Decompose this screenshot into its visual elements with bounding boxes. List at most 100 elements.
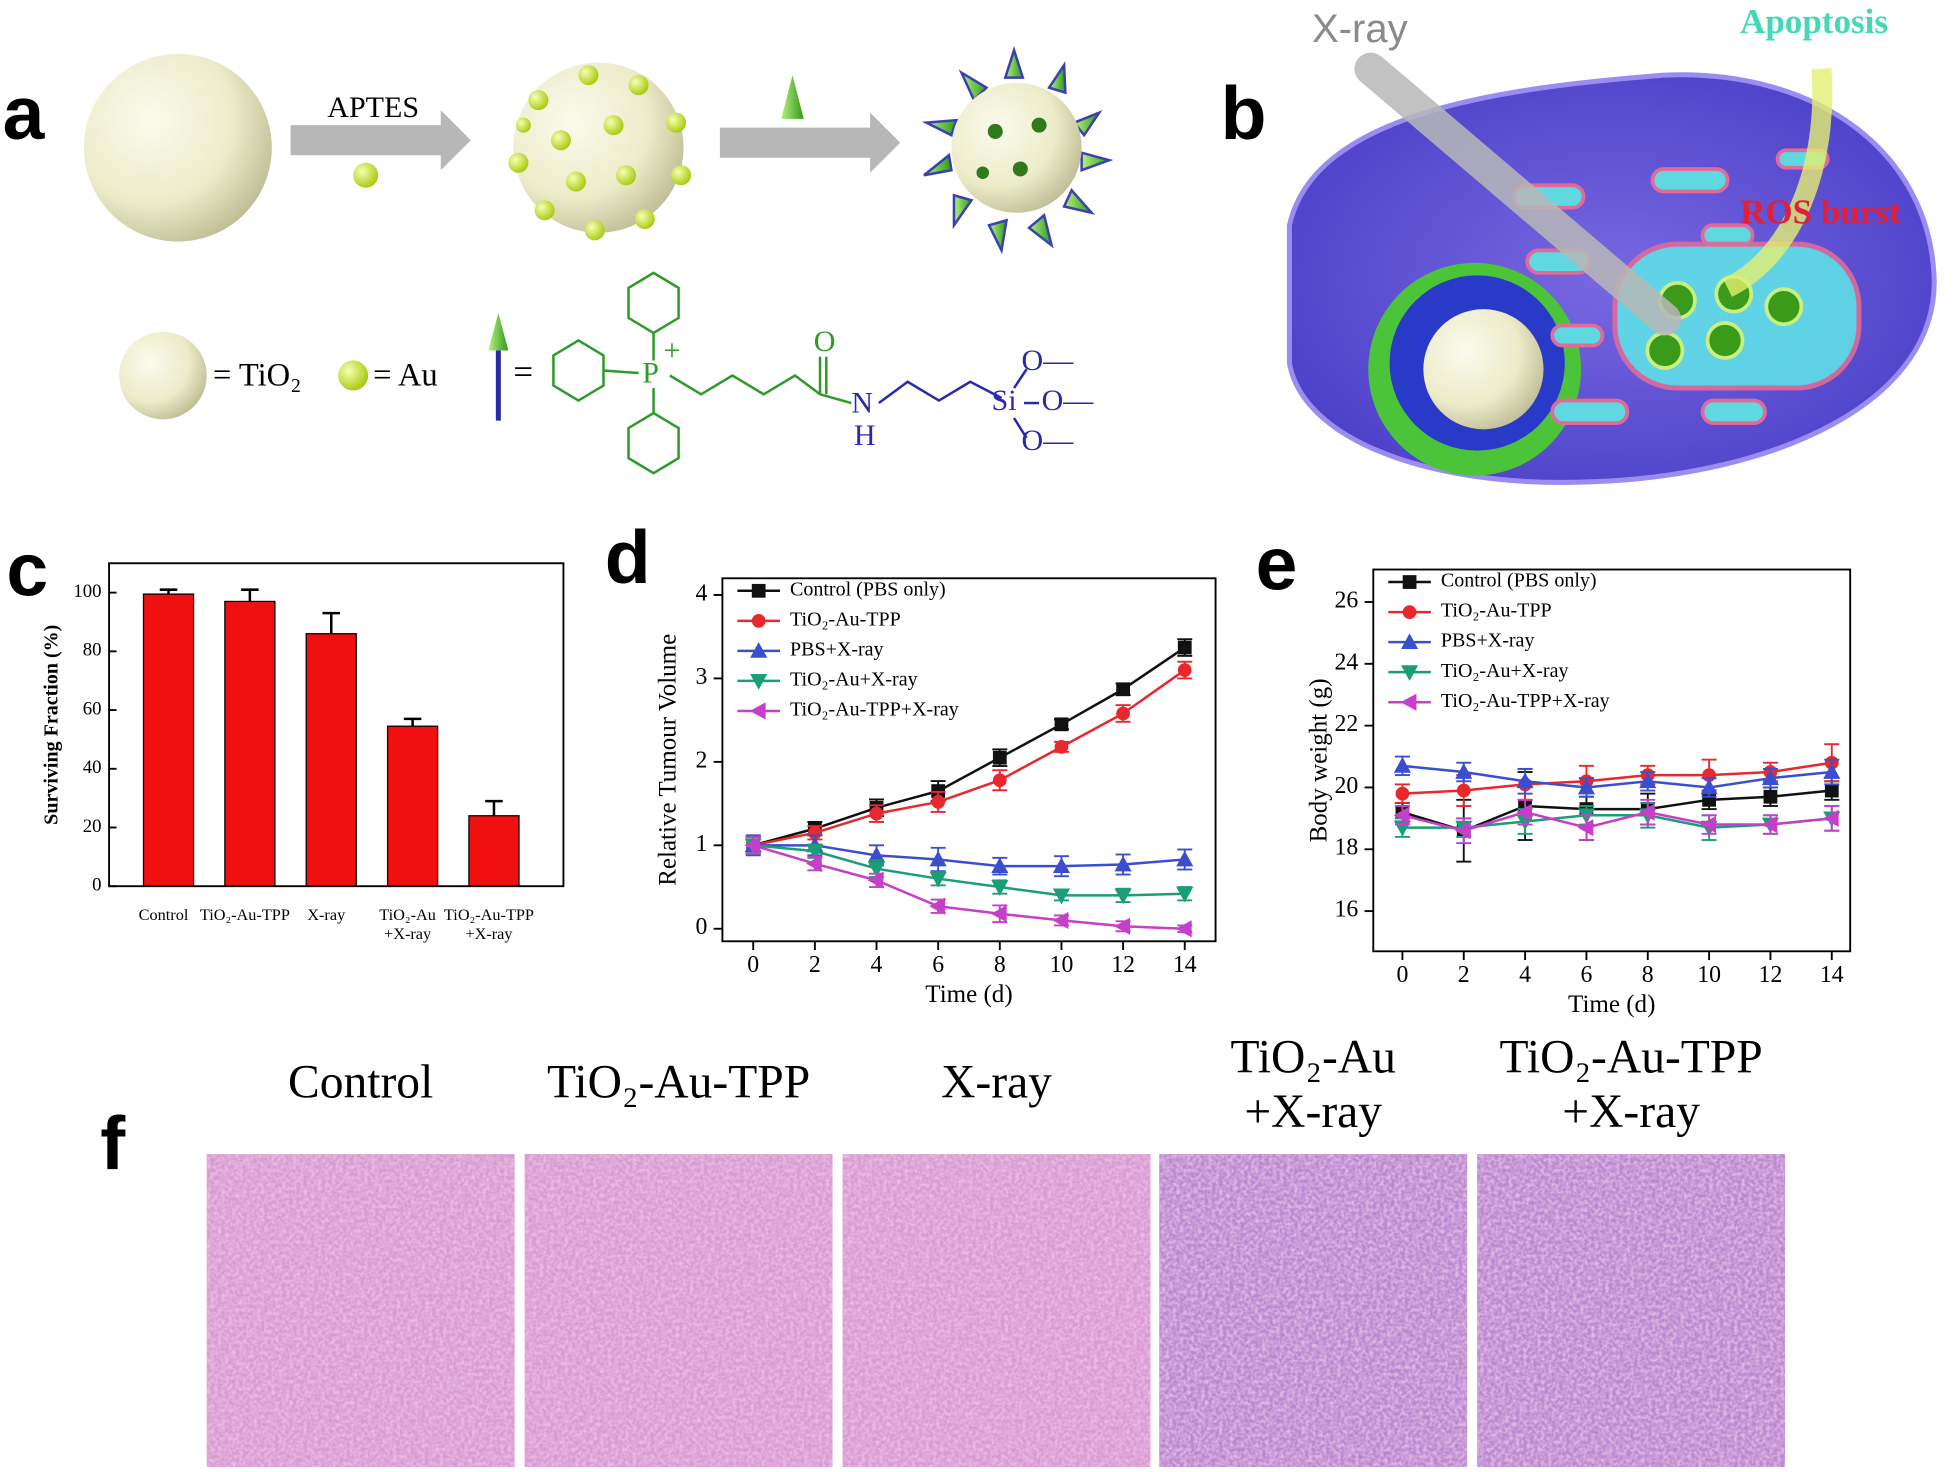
- bar: [224, 600, 276, 887]
- y-tick-label: 4: [695, 580, 707, 606]
- tissue-image: [1159, 1154, 1468, 1467]
- marker: [991, 880, 1009, 896]
- marker: [1393, 757, 1411, 773]
- marker: [744, 836, 761, 854]
- atom: O—: [1042, 384, 1095, 417]
- y-axis-label: Body weight (g): [1305, 678, 1332, 842]
- marker: [1054, 717, 1069, 732]
- x-tick-label: 14: [1820, 962, 1844, 988]
- marker: [1577, 778, 1595, 795]
- ros-label: ROS burst: [1740, 192, 1901, 231]
- reagent: APTES: [327, 91, 419, 124]
- cell-illustration: X-ray Apoptosis ROS burst: [1286, 2, 1937, 485]
- x-tick-label: 0: [747, 952, 759, 978]
- y-tick-label: 80: [83, 640, 102, 661]
- group-label: TiO₂-Au-TPP: [547, 1056, 810, 1108]
- y-tick-label: 26: [1334, 587, 1358, 613]
- panel-label: d: [605, 515, 651, 599]
- series-line: [753, 844, 1185, 868]
- bar: [305, 633, 357, 887]
- marker: [750, 642, 768, 658]
- x-tick-label: Control: [139, 906, 189, 924]
- scheme: APTES = TiO₂ = Au = P + O N H Si O—: [84, 45, 1114, 475]
- tissue-image: [206, 1154, 515, 1467]
- marker: [1052, 888, 1071, 905]
- x-tick-label: TiO₂-Au-TPP +X-ray: [444, 906, 534, 943]
- legend-label: TiO₂-Au-TPP: [1441, 600, 1552, 622]
- marker: [1177, 663, 1192, 677]
- x-axis-label: Time (d): [925, 981, 1012, 1008]
- legend-label: PBS+X-ray: [1441, 630, 1535, 652]
- x-tick-label: 6: [1580, 962, 1592, 988]
- y-tick-label: 100: [73, 581, 101, 602]
- marker: [1516, 772, 1534, 789]
- structure: [552, 271, 852, 475]
- marker: [1761, 769, 1780, 786]
- x-tick-label: 6: [932, 952, 944, 978]
- group-label: X-ray: [941, 1056, 1052, 1108]
- marker: [929, 871, 947, 888]
- x-tick-label: 4: [1519, 962, 1531, 988]
- atom: +: [664, 334, 681, 367]
- series-line: [1402, 761, 1832, 795]
- y-tick-label: 1: [695, 831, 707, 857]
- marker: [1176, 850, 1194, 867]
- marker: [751, 583, 766, 598]
- group-label: TiO₂-Au-TPP +X-ray: [1500, 1031, 1763, 1138]
- marker: [1393, 806, 1410, 824]
- ligand-cone: [488, 312, 509, 351]
- series-line: [1402, 810, 1832, 833]
- marker: [806, 855, 822, 873]
- structure: [1012, 368, 1040, 439]
- marker: [1824, 783, 1839, 798]
- x-tick-label: 2: [1458, 962, 1470, 988]
- x-tick-label: 4: [871, 952, 883, 978]
- marker: [806, 844, 824, 860]
- marker: [1577, 819, 1594, 837]
- marker: [1516, 803, 1532, 821]
- marker: [1638, 803, 1655, 821]
- y-tick-label: 2: [695, 747, 707, 773]
- bar: [386, 725, 439, 887]
- y-tick-label: 20: [83, 816, 102, 837]
- y-tick-label: 20: [1334, 773, 1358, 799]
- marker: [992, 773, 1007, 788]
- y-tick-label: 60: [83, 698, 102, 719]
- marker: [1402, 605, 1417, 619]
- tio2-key-sphere: [119, 331, 207, 420]
- panel-label: f: [100, 1101, 126, 1185]
- x-tick-label: TiO₂-Au +X-ray: [379, 906, 436, 943]
- panel-label: b: [1221, 71, 1267, 155]
- tissue-image: [1477, 1154, 1786, 1467]
- series-line: [752, 844, 1185, 931]
- panel-label: a: [3, 71, 46, 155]
- legend-label: PBS+X-ray: [790, 638, 884, 660]
- y-tick-label: 3: [695, 664, 707, 690]
- bar: [142, 593, 195, 887]
- marker: [929, 850, 947, 867]
- marker: [1401, 633, 1419, 650]
- marker: [1052, 857, 1071, 874]
- atom: O: [814, 325, 836, 358]
- marker: [1700, 815, 1716, 834]
- x-tick-label: 8: [1642, 962, 1654, 988]
- x-axis-label: Time (d): [1568, 991, 1655, 1018]
- y-tick-label: 16: [1334, 897, 1358, 923]
- y-axis-label: Relative Tumour Volume: [655, 634, 682, 886]
- x-tick-label: 2: [809, 952, 821, 978]
- group-label: Control: [288, 1056, 433, 1108]
- au-particle: [353, 162, 379, 188]
- y-tick-label: 18: [1334, 835, 1358, 861]
- marker: [1176, 886, 1194, 903]
- marker: [1114, 855, 1132, 872]
- x-tick-label: TiO₂-Au-TPP: [200, 906, 290, 924]
- frame: [721, 577, 1217, 943]
- atom: N: [851, 386, 873, 419]
- tio2-key: = TiO₂: [213, 357, 302, 393]
- tio2-sphere: [84, 53, 272, 242]
- marker: [1177, 640, 1192, 655]
- tissue-image: [842, 1154, 1151, 1467]
- legend-label: TiO₂-Au+X-ray: [790, 669, 918, 691]
- marker: [1700, 778, 1718, 795]
